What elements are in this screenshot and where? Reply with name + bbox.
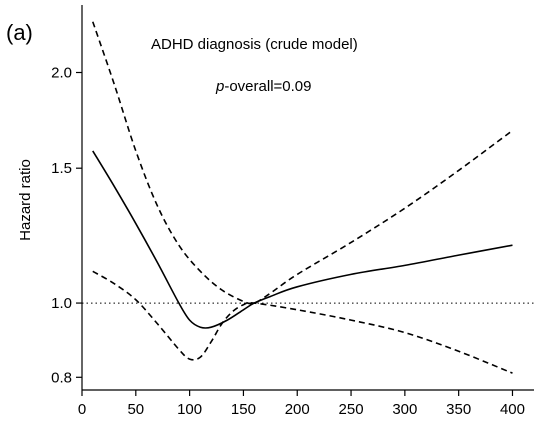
panel-label: (a) bbox=[6, 20, 33, 45]
p-value-label: -overall=0.09 bbox=[224, 78, 311, 95]
ci-bound-line-2 bbox=[92, 270, 513, 374]
plot-area: 0 50 100 150 200 250 300 350 400 0.8 1.0 1.5 2.0 bbox=[51, 5, 534, 418]
x-tick-label: 250 bbox=[339, 401, 364, 418]
x-tick-label: 100 bbox=[177, 401, 202, 418]
y-tick-label: 0.8 bbox=[51, 369, 72, 386]
y-axis-label: Hazard ratio bbox=[17, 159, 34, 241]
p-overall-annotation: p-overall=0.09 bbox=[215, 78, 311, 95]
x-tick-label: 350 bbox=[446, 401, 471, 418]
y-tick-label: 1.5 bbox=[51, 160, 72, 177]
y-tick-label: 2.0 bbox=[51, 65, 72, 82]
x-tick-label: 0 bbox=[78, 401, 86, 418]
x-tick-label: 400 bbox=[500, 401, 525, 418]
x-tick-label: 50 bbox=[127, 401, 144, 418]
x-tick-label: 300 bbox=[392, 401, 417, 418]
p-italic-label: p bbox=[215, 78, 224, 95]
x-tick-label: 150 bbox=[231, 401, 256, 418]
hazard-ratio-line bbox=[92, 150, 513, 329]
ci-bound-line-1 bbox=[92, 21, 513, 305]
x-tick-label: 200 bbox=[285, 401, 310, 418]
y-tick-label: 1.0 bbox=[51, 295, 72, 312]
chart-title: ADHD diagnosis (crude model) bbox=[151, 36, 358, 53]
